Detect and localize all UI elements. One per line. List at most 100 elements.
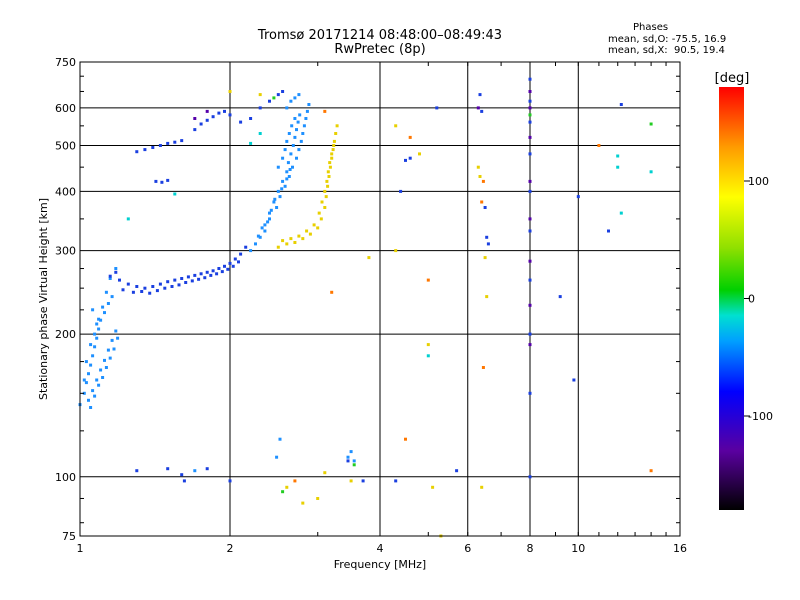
data-point xyxy=(211,115,215,119)
data-point xyxy=(528,343,532,347)
data-point xyxy=(249,117,253,120)
data-point xyxy=(431,485,435,489)
data-point xyxy=(108,274,112,278)
data-point xyxy=(289,99,293,103)
data-point xyxy=(330,156,334,160)
data-point xyxy=(158,144,162,147)
data-point xyxy=(151,285,155,288)
data-point xyxy=(326,170,330,174)
data-point xyxy=(346,455,350,459)
data-point xyxy=(293,479,297,483)
data-point xyxy=(223,109,226,113)
data-point xyxy=(481,179,485,183)
data-point xyxy=(99,368,103,372)
data-point xyxy=(319,217,323,221)
data-point xyxy=(93,345,97,349)
data-point xyxy=(272,200,276,204)
data-point xyxy=(114,329,118,333)
data-point xyxy=(426,278,430,282)
data-point xyxy=(199,272,203,276)
phase-stats-heading: Phases xyxy=(633,22,669,33)
data-point xyxy=(205,270,209,274)
data-point xyxy=(116,336,120,340)
data-point xyxy=(87,372,90,376)
data-point xyxy=(155,289,159,293)
y-tick-label: 400 xyxy=(55,185,76,198)
data-point xyxy=(166,178,170,182)
colorbar-tick-label: 100 xyxy=(748,175,769,188)
data-point xyxy=(352,459,356,463)
data-point xyxy=(160,180,164,184)
data-point xyxy=(483,256,487,260)
data-point xyxy=(485,295,489,299)
data-point xyxy=(476,165,480,169)
data-point xyxy=(91,354,95,358)
data-point xyxy=(528,189,532,193)
data-point xyxy=(480,200,484,204)
data-points xyxy=(78,77,653,538)
data-point xyxy=(173,140,177,144)
data-point xyxy=(290,124,294,128)
data-point xyxy=(317,211,321,215)
data-point xyxy=(249,249,253,253)
data-point xyxy=(528,120,532,124)
data-point xyxy=(316,226,320,230)
data-point xyxy=(166,467,170,471)
data-point xyxy=(143,286,147,290)
data-point xyxy=(108,277,112,280)
data-point xyxy=(177,283,181,287)
data-point xyxy=(211,269,215,273)
y-tick-label: 200 xyxy=(55,328,76,341)
data-point xyxy=(106,348,110,352)
data-point xyxy=(193,273,197,277)
data-point xyxy=(110,338,114,342)
data-point xyxy=(485,235,489,239)
data-point xyxy=(293,241,297,244)
data-point xyxy=(170,285,174,288)
data-point xyxy=(131,290,135,294)
data-point xyxy=(154,179,158,183)
data-point xyxy=(480,109,484,113)
x-tick-label: 6 xyxy=(464,542,471,555)
data-point xyxy=(301,501,305,505)
data-point xyxy=(291,165,294,169)
data-point xyxy=(205,467,209,471)
data-point xyxy=(323,206,327,209)
data-point xyxy=(418,152,421,156)
colorbar-tick-label: -100 xyxy=(748,410,773,423)
data-point xyxy=(330,290,334,294)
data-point xyxy=(84,381,88,385)
data-point xyxy=(528,90,532,93)
data-point xyxy=(281,490,285,494)
data-point xyxy=(399,189,403,193)
y-axis-label: Stationary phase Virtual Height [km] xyxy=(37,198,50,400)
colorbar-tick-label: 0 xyxy=(748,293,755,306)
data-point xyxy=(104,290,108,294)
data-point xyxy=(404,437,407,441)
data-point xyxy=(394,249,398,253)
data-point xyxy=(280,187,284,191)
data-point xyxy=(199,122,203,126)
data-point xyxy=(287,132,291,135)
x-tick-label: 4 xyxy=(377,542,384,555)
data-point xyxy=(304,117,308,120)
data-point xyxy=(528,475,532,479)
data-point xyxy=(258,235,262,239)
data-point xyxy=(226,267,230,271)
data-point xyxy=(89,343,93,347)
data-point xyxy=(268,99,271,103)
data-point xyxy=(272,96,276,100)
x-tick-label: 16 xyxy=(673,542,687,555)
data-point xyxy=(528,259,532,263)
data-point xyxy=(143,148,147,152)
data-point xyxy=(273,197,277,201)
data-point xyxy=(135,285,139,288)
data-point xyxy=(258,106,262,110)
data-point xyxy=(528,229,532,233)
data-point xyxy=(118,278,121,282)
data-point xyxy=(404,158,407,162)
data-point xyxy=(268,211,271,215)
phase-stats-x: mean, sd,X: 90.5, 19.4 xyxy=(608,45,725,56)
data-point xyxy=(331,148,335,152)
data-point xyxy=(97,383,101,387)
